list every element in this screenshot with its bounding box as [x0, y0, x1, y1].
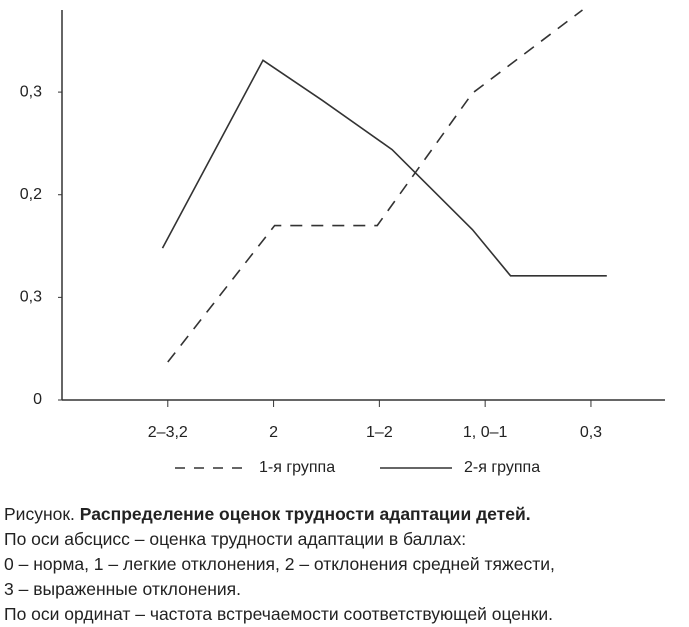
legend-label: 1-я группа: [259, 459, 335, 476]
x-tick-label: 1–2: [366, 424, 393, 441]
x-tick-label: 1, 0–1: [463, 424, 508, 441]
y-tick-label: 0,3: [20, 289, 42, 306]
caption-title: Распределение оценок трудности адаптации…: [79, 504, 531, 524]
caption-title-line: Рисунок. Распределение оценок трудности …: [4, 502, 531, 527]
caption-line: По оси абсцисс – оценка трудности адапта…: [4, 529, 467, 549]
caption-label: Рисунок.: [4, 504, 75, 524]
y-tick-label: 0,3: [20, 83, 42, 100]
x-tick-label: 2: [269, 424, 278, 441]
series-line: [167, 9, 583, 363]
chart: 0 0,3 0,2 0,3 2–3,2 2 1–2 1, 0–1 0,3 1-я группа 2-…: [20, 9, 665, 476]
x-tick-label: 2–3,2: [148, 424, 188, 441]
legend-label: 2-я группа: [464, 459, 540, 476]
caption-line: 0 – норма, 1 – легкие отклонения, 2 – от…: [4, 554, 555, 574]
series-line: [161, 59, 607, 277]
y-tick-label: 0,2: [20, 186, 42, 203]
caption-line: 3 – выраженные отклонения.: [4, 579, 242, 599]
y-tick-label: 0: [33, 391, 42, 408]
x-tick-label: 0,3: [580, 424, 602, 441]
caption-line: По оси ординат – частота встречаемости с…: [4, 604, 553, 624]
